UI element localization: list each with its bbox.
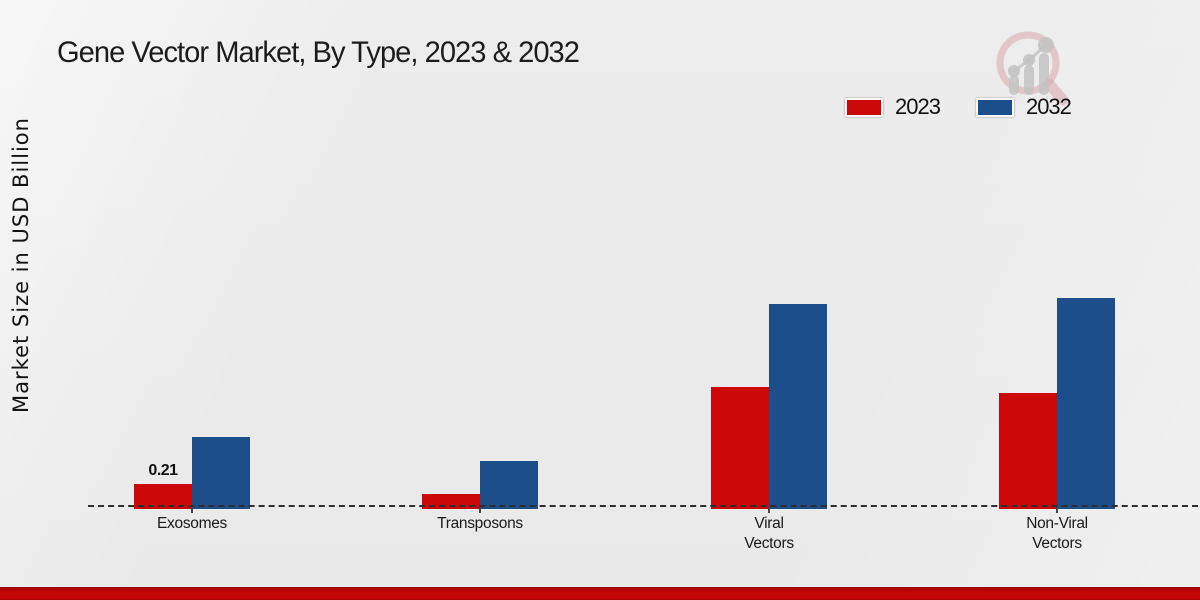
x-label-viral-vectors: Viral Vectors — [744, 515, 794, 552]
bar-2023-non-viral-vectors — [999, 393, 1057, 509]
legend-label-2032: 2032 — [1025, 94, 1072, 119]
x-label-exosomes: Exosomes — [157, 515, 227, 532]
x-label-non-viral-vectors: Non-Viral Vectors — [1026, 515, 1088, 552]
legend-label-2023: 2023 — [895, 94, 941, 119]
bar-2032-transposons — [480, 461, 538, 509]
legend-item-2032: 2032 — [975, 94, 1072, 120]
x-tick-transposons — [479, 507, 481, 513]
magnifier-growth-chart-watermark-icon — [996, 31, 1069, 106]
bottom-red-band — [0, 587, 1200, 600]
bar-2023-viral-vectors — [711, 387, 769, 509]
bar-2032-exosomes — [192, 437, 250, 509]
x-tick-exosomes — [191, 507, 193, 513]
legend-swatch-2023 — [845, 97, 883, 117]
baseline-dashed-line — [88, 505, 1198, 507]
x-label-transposons: Transposons — [437, 515, 523, 532]
legend: 2023 2032 — [845, 94, 1072, 120]
chart-title: Gene Vector Market, By Type, 2023 & 2032 — [57, 36, 580, 69]
bar-2032-viral-vectors — [769, 304, 827, 509]
bar-2032-non-viral-vectors — [1057, 298, 1115, 509]
legend-item-2023: 2023 — [845, 94, 941, 120]
legend-swatch-2032 — [975, 97, 1014, 117]
data-label-exosomes-2023: 0.21 — [148, 462, 178, 479]
x-tick-non-viral-vectors — [1056, 507, 1058, 513]
x-tick-viral-vectors — [768, 507, 770, 513]
bar-2023-exosomes — [134, 484, 192, 509]
